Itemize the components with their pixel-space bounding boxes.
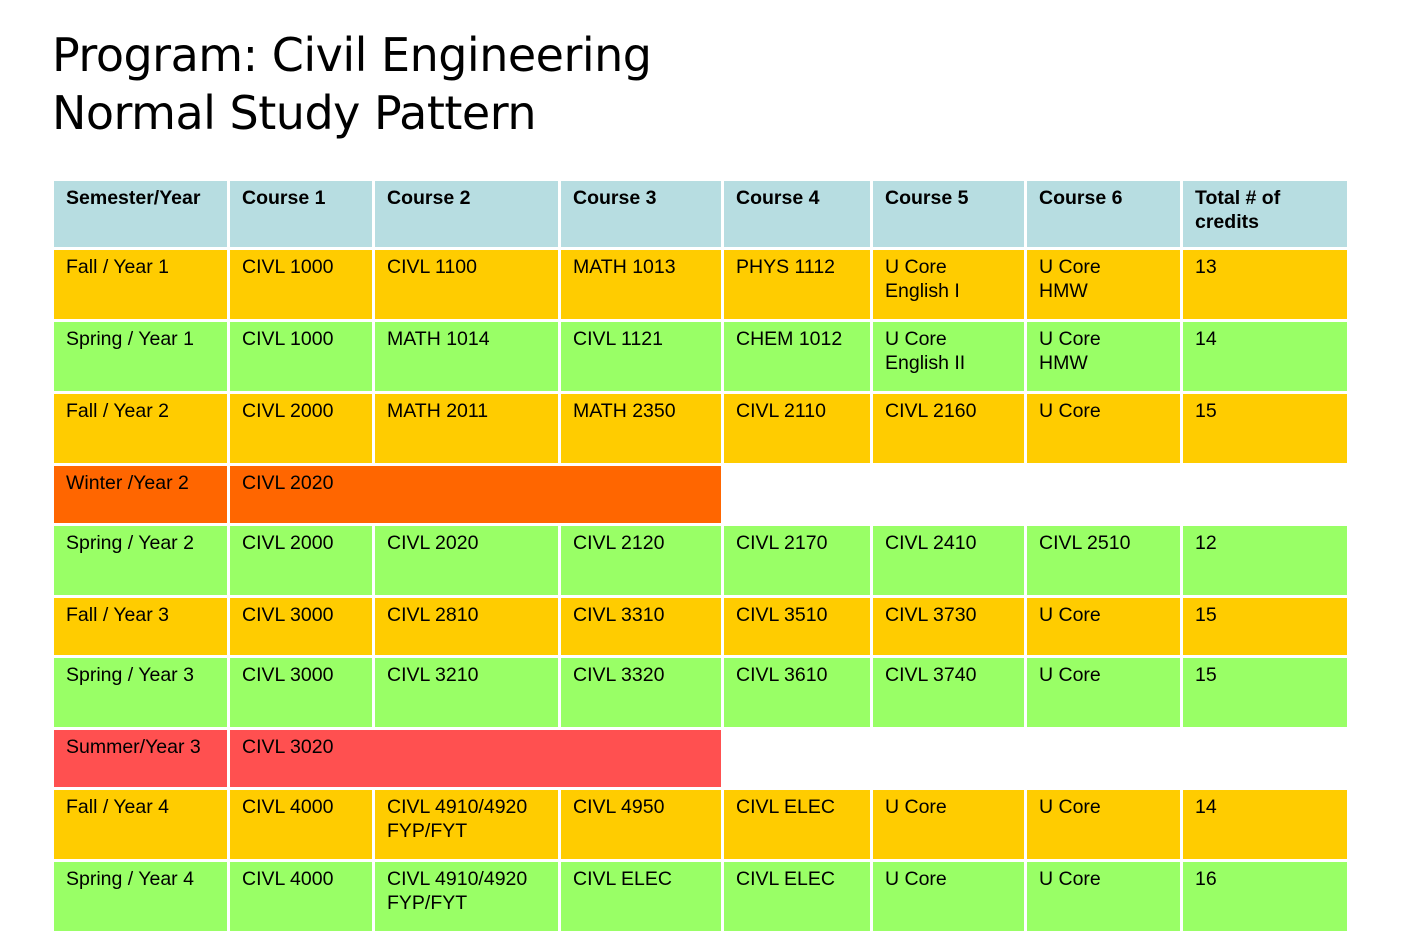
course-cell: U Core bbox=[870, 859, 1027, 934]
course-cell: CIVL 3020 bbox=[227, 727, 724, 790]
table-row: Spring / Year 3 CIVL 3000 CIVL 3210 CIVL 33… bbox=[51, 655, 1350, 730]
course-cell: CIVL 3730 bbox=[870, 595, 1027, 658]
course-cell: CIVL 3320 bbox=[558, 655, 724, 730]
course-cell: CIVL 2020 bbox=[372, 523, 561, 598]
course-cell: CIVL ELEC bbox=[721, 859, 873, 934]
course-cell: U Core English I bbox=[870, 247, 1027, 322]
course-cell: U Core bbox=[1024, 391, 1183, 466]
course-cell: CIVL 2410 bbox=[870, 523, 1027, 598]
term-cell: Spring / Year 1 bbox=[51, 319, 230, 394]
course-cell: CIVL 4950 bbox=[558, 787, 724, 862]
credits-cell: 12 bbox=[1180, 523, 1350, 598]
page-title-line-1: Program: Civil Engineering bbox=[52, 28, 652, 82]
term-cell: Spring / Year 4 bbox=[51, 859, 230, 934]
table-row: Winter /Year 2 CIVL 2020 bbox=[51, 463, 1350, 526]
term-cell: Fall / Year 1 bbox=[51, 247, 230, 322]
empty-cell bbox=[721, 727, 1350, 790]
course-cell: U Core bbox=[1024, 859, 1183, 934]
course-cell: CIVL 2510 bbox=[1024, 523, 1183, 598]
page-title-line-2: Normal Study Pattern bbox=[52, 86, 536, 140]
course-cell: U Core bbox=[1024, 595, 1183, 658]
course-cell: MATH 2350 bbox=[558, 391, 724, 466]
table-body: Fall / Year 1 CIVL 1000 CIVL 1100 MATH 1013… bbox=[51, 247, 1350, 934]
course-cell: CIVL 2000 bbox=[227, 391, 375, 466]
course-cell: CIVL 2810 bbox=[372, 595, 561, 658]
course-cell: CIVL 3510 bbox=[721, 595, 873, 658]
course-cell: U Core bbox=[1024, 787, 1183, 862]
course-cell: CIVL 4910/4920 FYP/FYT bbox=[372, 859, 561, 934]
header-course-1: Course 1 bbox=[227, 178, 375, 250]
term-cell: Fall / Year 4 bbox=[51, 787, 230, 862]
credits-cell: 16 bbox=[1180, 859, 1350, 934]
course-cell: PHYS 1112 bbox=[721, 247, 873, 322]
header-total-credits: Total # of credits bbox=[1180, 178, 1350, 250]
header-course-4: Course 4 bbox=[721, 178, 873, 250]
table-row: Fall / Year 3 CIVL 3000 CIVL 2810 CIVL 3310… bbox=[51, 595, 1350, 658]
course-cell: CIVL 1100 bbox=[372, 247, 561, 322]
credits-cell: 15 bbox=[1180, 655, 1350, 730]
course-cell: U Core bbox=[870, 787, 1027, 862]
course-cell: CIVL 2170 bbox=[721, 523, 873, 598]
header-course-5: Course 5 bbox=[870, 178, 1027, 250]
credits-cell: 14 bbox=[1180, 319, 1350, 394]
table-row: Fall / Year 1 CIVL 1000 CIVL 1100 MATH 1013… bbox=[51, 247, 1350, 322]
empty-cell bbox=[721, 463, 1350, 526]
course-cell: CIVL 4000 bbox=[227, 787, 375, 862]
course-cell: CIVL 4910/4920 FYP/FYT bbox=[372, 787, 561, 862]
term-cell: Fall / Year 3 bbox=[51, 595, 230, 658]
term-cell: Summer/Year 3 bbox=[51, 727, 230, 790]
course-cell: MATH 1013 bbox=[558, 247, 724, 322]
course-cell: CIVL 1000 bbox=[227, 319, 375, 394]
header-semester-year: Semester/Year bbox=[51, 178, 230, 250]
course-cell: U Core HMW bbox=[1024, 247, 1183, 322]
table-row: Fall / Year 2 CIVL 2000 MATH 2011 MATH 2350… bbox=[51, 391, 1350, 466]
course-cell: MATH 2011 bbox=[372, 391, 561, 466]
term-cell: Spring / Year 3 bbox=[51, 655, 230, 730]
course-cell: CIVL 3000 bbox=[227, 595, 375, 658]
table-row: Fall / Year 4 CIVL 4000 CIVL 4910/4920 FYP/… bbox=[51, 787, 1350, 862]
table-row: Spring / Year 1 CIVL 1000 MATH 1014 CIVL 11… bbox=[51, 319, 1350, 394]
credits-cell: 13 bbox=[1180, 247, 1350, 322]
term-cell: Spring / Year 2 bbox=[51, 523, 230, 598]
course-cell: U Core HMW bbox=[1024, 319, 1183, 394]
credits-cell: 15 bbox=[1180, 595, 1350, 658]
course-cell: CIVL ELEC bbox=[721, 787, 873, 862]
course-cell: CIVL 3610 bbox=[721, 655, 873, 730]
course-cell: CHEM 1012 bbox=[721, 319, 873, 394]
table-row: Summer/Year 3 CIVL 3020 bbox=[51, 727, 1350, 790]
table-row: Spring / Year 2 CIVL 2000 CIVL 2020 CIVL 21… bbox=[51, 523, 1350, 598]
term-cell: Fall / Year 2 bbox=[51, 391, 230, 466]
study-pattern-table: Semester/Year Course 1 Course 2 Course 3… bbox=[51, 178, 1350, 934]
credits-cell: 14 bbox=[1180, 787, 1350, 862]
course-cell: CIVL 2020 bbox=[227, 463, 724, 526]
page-title: Program: Civil Engineering Normal Study … bbox=[52, 26, 652, 142]
course-cell: CIVL 2110 bbox=[721, 391, 873, 466]
header-course-3: Course 3 bbox=[558, 178, 724, 250]
course-cell: CIVL 3310 bbox=[558, 595, 724, 658]
term-cell: Winter /Year 2 bbox=[51, 463, 230, 526]
course-cell: CIVL 2000 bbox=[227, 523, 375, 598]
course-cell: CIVL 1000 bbox=[227, 247, 375, 322]
course-cell: CIVL 2120 bbox=[558, 523, 724, 598]
header-course-2: Course 2 bbox=[372, 178, 561, 250]
course-cell: CIVL 4000 bbox=[227, 859, 375, 934]
table-row: Spring / Year 4 CIVL 4000 CIVL 4910/4920 FY… bbox=[51, 859, 1350, 934]
course-cell: CIVL 2160 bbox=[870, 391, 1027, 466]
course-cell: CIVL 1121 bbox=[558, 319, 724, 394]
table-header-row: Semester/Year Course 1 Course 2 Course 3… bbox=[51, 178, 1350, 250]
course-cell: U Core English II bbox=[870, 319, 1027, 394]
header-course-6: Course 6 bbox=[1024, 178, 1183, 250]
course-cell: MATH 1014 bbox=[372, 319, 561, 394]
credits-cell: 15 bbox=[1180, 391, 1350, 466]
course-cell: U Core bbox=[1024, 655, 1183, 730]
course-cell: CIVL ELEC bbox=[558, 859, 724, 934]
course-cell: CIVL 3000 bbox=[227, 655, 375, 730]
course-cell: CIVL 3740 bbox=[870, 655, 1027, 730]
course-cell: CIVL 3210 bbox=[372, 655, 561, 730]
